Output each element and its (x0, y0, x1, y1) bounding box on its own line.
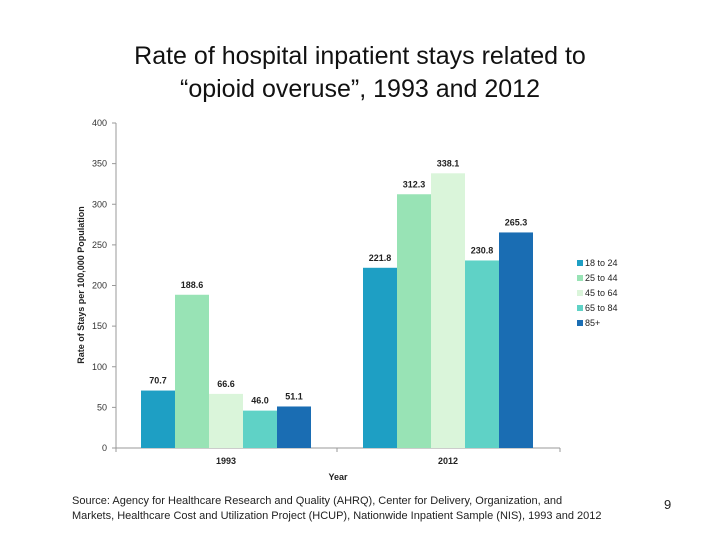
slide-title: Rate of hospital inpatient stays related… (60, 40, 660, 106)
title-line-2: “opioid overuse”, 1993 and 2012 (180, 75, 540, 103)
data-label: 312.3 (403, 179, 426, 189)
data-label: 51.1 (285, 391, 303, 401)
y-tick-label: 0 (102, 443, 107, 453)
y-tick-label: 250 (92, 240, 107, 250)
legend-swatch-2 (577, 290, 583, 296)
legend-swatch-3 (577, 305, 583, 311)
source-line-1: Source: Agency for Healthcare Research a… (72, 495, 563, 507)
legend-label-3: 65 to 84 (585, 303, 618, 313)
bar-2012-3 (465, 260, 499, 448)
data-label: 265.3 (505, 217, 528, 227)
bar-1993-2 (209, 393, 243, 448)
legend-label-4: 85+ (585, 318, 600, 328)
data-label: 66.6 (217, 379, 235, 389)
y-tick-label: 100 (92, 362, 107, 372)
bar-1993-4 (277, 406, 311, 448)
data-label: 70.7 (149, 376, 167, 386)
bar-2012-0 (363, 267, 397, 448)
y-axis-title: Rate of Stays per 100,000 Population (76, 206, 86, 364)
legend-label-2: 45 to 64 (585, 288, 618, 298)
y-tick-label: 200 (92, 281, 107, 291)
x-tick-label: 2012 (438, 456, 458, 466)
legend-swatch-1 (577, 275, 583, 281)
bar-1993-3 (243, 410, 277, 448)
bar-1993-1 (175, 294, 209, 448)
source-line-2: Markets, Healthcare Cost and Utilization… (72, 510, 602, 522)
bar-2012-1 (397, 194, 431, 448)
x-tick-label: 1993 (216, 456, 236, 466)
y-tick-label: 150 (92, 321, 107, 331)
legend-swatch-0 (577, 260, 583, 266)
y-tick-label: 350 (92, 159, 107, 169)
bar-1993-0 (141, 390, 175, 448)
source-note: Source: Agency for Healthcare Research a… (72, 494, 672, 524)
data-label: 221.8 (369, 253, 392, 263)
bar-2012-4 (499, 232, 533, 448)
y-tick-label: 400 (92, 118, 107, 128)
x-axis-title: Year (328, 472, 348, 482)
title-line-1: Rate of hospital inpatient stays related… (134, 42, 586, 70)
legend-label-0: 18 to 24 (585, 258, 618, 268)
legend-label-1: 25 to 44 (585, 273, 618, 283)
legend-swatch-4 (577, 320, 583, 326)
bar-2012-2 (431, 173, 465, 448)
data-label: 46.0 (251, 396, 269, 406)
data-label: 188.6 (181, 280, 204, 290)
data-label: 338.1 (437, 158, 460, 168)
y-tick-label: 50 (97, 402, 107, 412)
y-tick-label: 300 (92, 199, 107, 209)
page-number: 9 (664, 497, 672, 512)
data-label: 230.8 (471, 245, 494, 255)
